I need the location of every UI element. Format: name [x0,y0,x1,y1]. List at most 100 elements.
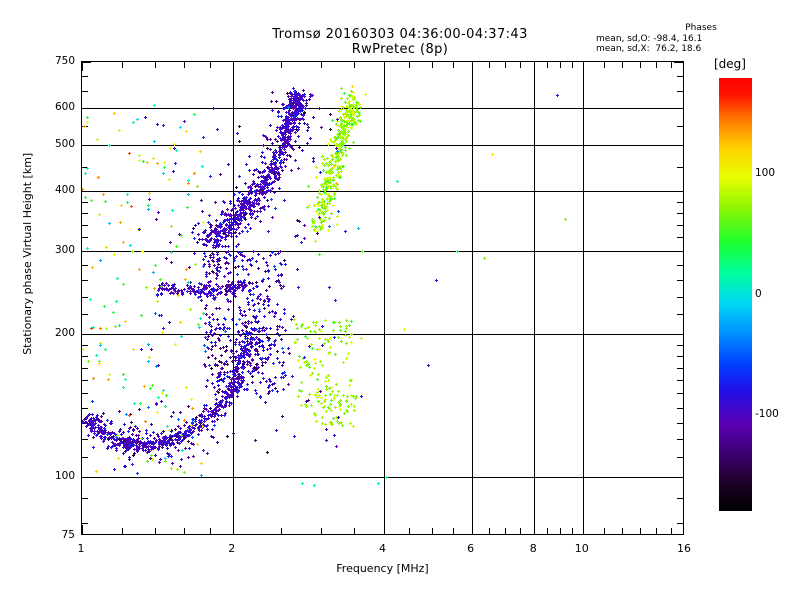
axis-tick [82,314,88,315]
axis-tick [155,528,156,534]
axis-tick [432,528,433,534]
scatter-plot-area [81,61,684,535]
colorbar-tick-label: 0 [755,288,762,300]
y-axis-tick-label: 400 [41,184,75,196]
axis-tick [622,62,623,68]
gridline-horizontal [82,477,683,478]
y-axis-tick-label: 500 [41,138,75,150]
axis-tick [82,334,91,335]
axis-tick [677,345,683,346]
axis-tick [560,62,561,68]
axis-tick [453,528,454,534]
axis-tick [82,202,88,203]
y-axis-tick-label: 200 [41,327,75,339]
axis-tick [489,62,490,68]
axis-tick [155,62,156,68]
axis-tick [82,380,88,381]
axis-tick [82,237,88,238]
x-axis-tick-label: 4 [363,542,403,555]
colorbar-unit-label: [deg] [714,58,746,71]
axis-tick [677,356,683,357]
axis-tick [82,251,91,252]
axis-tick [82,145,91,146]
axis-tick [520,62,521,68]
axis-tick [640,62,641,68]
phase-annotation-x-mode: mean, sd,X: 76.2, 18.6 [596,44,786,55]
axis-tick [82,265,88,266]
axis-tick [674,62,683,63]
axis-tick [472,525,473,534]
axis-tick [184,62,185,68]
axis-tick [520,528,521,534]
axis-tick [677,523,683,524]
axis-tick [677,237,683,238]
axis-tick [122,528,123,534]
axis-tick [321,62,322,68]
axis-tick [321,528,322,534]
axis-tick [622,528,623,534]
axis-tick [674,477,683,478]
gridline-horizontal [82,108,683,109]
axis-tick [409,62,410,68]
axis-tick [184,528,185,534]
axis-tick [604,62,605,68]
axis-tick [677,393,683,394]
axis-tick [82,439,88,440]
axis-tick [656,62,657,68]
axis-tick [82,213,88,214]
gridline-horizontal [82,145,683,146]
axis-tick [82,108,91,109]
axis-tick [354,62,355,68]
axis-tick [82,191,91,192]
gridline-vertical [384,62,385,534]
x-axis-tick-label: 8 [513,542,553,555]
axis-tick [572,62,573,68]
axis-tick [677,265,683,266]
axis-tick [677,457,683,458]
axis-tick [505,528,506,534]
axis-tick [677,213,683,214]
axis-tick [122,62,123,68]
axis-tick [677,91,683,92]
axis-tick [677,314,683,315]
colorbar [719,78,752,511]
axis-tick [677,297,683,298]
axis-tick [677,408,683,409]
axis-tick [210,528,211,534]
y-axis-tick-label: 75 [41,529,75,541]
y-axis-tick-label: 600 [41,101,75,113]
gridline-horizontal [82,251,683,252]
axis-tick [583,62,584,71]
gridline-vertical [583,62,584,534]
axis-tick [674,108,683,109]
axis-tick [82,62,83,71]
axis-tick [453,62,454,68]
axis-tick [671,528,672,534]
axis-tick [677,225,683,226]
axis-tick [82,408,88,409]
axis-tick [432,62,433,68]
axis-tick [82,393,88,394]
y-axis-title: Stationary phase Virtual Height [km] [21,44,34,464]
axis-tick [677,280,683,281]
colorbar-gradient [719,78,752,511]
axis-tick [674,334,683,335]
figure-title-line-1: Tromsø 20160303 04:36:00-04:37:43 [0,28,800,42]
axis-tick [489,528,490,534]
axis-tick [82,457,88,458]
x-axis-title: Frequency [MHz] [0,563,765,575]
axis-tick [82,523,88,524]
axis-tick [82,297,88,298]
axis-tick [674,191,683,192]
x-axis-tick-label: 10 [562,542,602,555]
axis-tick [233,62,234,71]
y-axis-tick-label: 100 [41,470,75,482]
axis-tick [82,76,88,77]
axis-tick [233,525,234,534]
axis-tick [677,126,683,127]
x-axis-tick-label: 1 [61,542,101,555]
axis-tick [677,423,683,424]
figure-title-line-2: RwPretec (8p) [0,43,800,57]
axis-tick [82,62,91,63]
